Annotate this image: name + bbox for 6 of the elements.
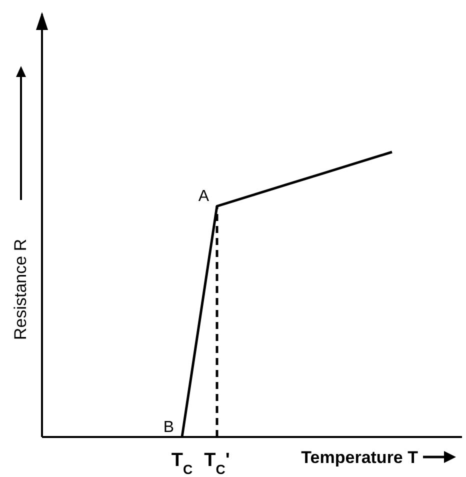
x-tick-label: T$_{C}$' [204, 450, 230, 476]
annotation: A [198, 188, 210, 206]
x-axis-title: Temperature T [301, 448, 419, 467]
y-axis-title: Resistance R [11, 238, 30, 340]
annotation: B [163, 419, 174, 436]
x-tick-label: T$_{C}$ [171, 450, 193, 476]
